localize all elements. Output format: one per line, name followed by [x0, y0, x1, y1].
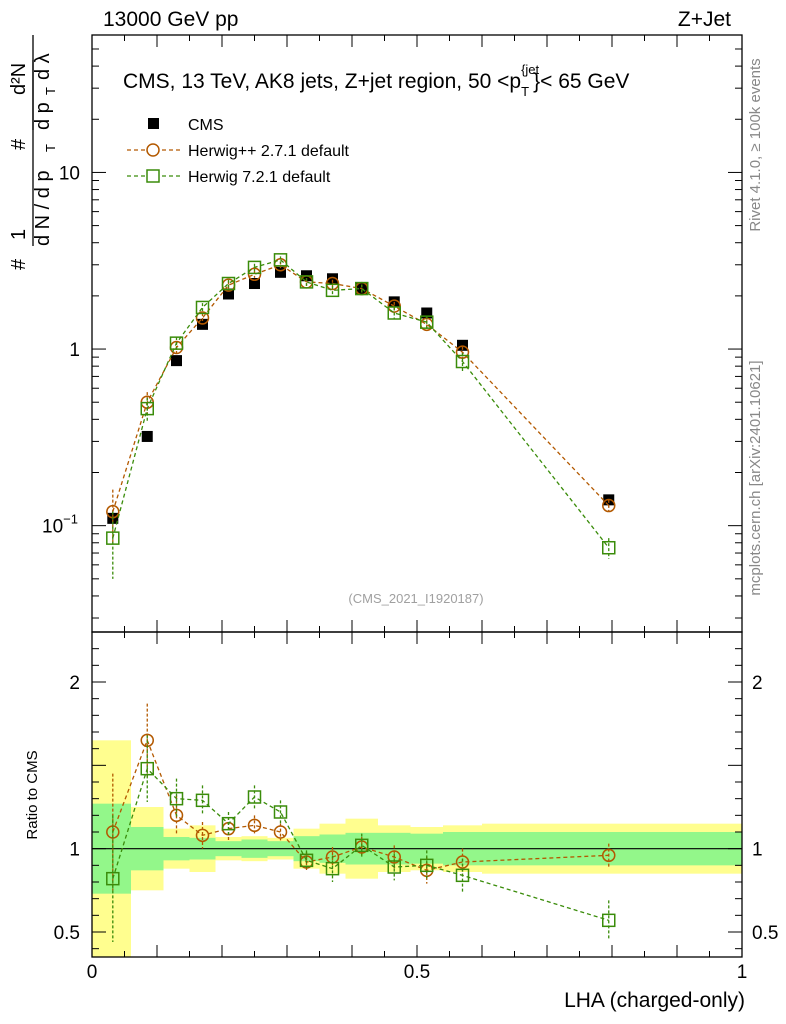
cms-point-5 — [249, 278, 260, 290]
herwig7-ratio-point-9 — [355, 838, 369, 853]
herwig7-ratio-point-11 — [420, 858, 434, 873]
y-tick-label-1: 1 — [69, 340, 80, 361]
herwigpp-point-8 — [325, 276, 340, 291]
legend-herwigpp-label: Herwig++ 2.7.1 default — [188, 143, 350, 160]
analysis-id-label: (CMS_2021_I1920187) — [348, 591, 483, 606]
herwigpp-ratio-point-3 — [195, 828, 210, 843]
y-tick-label-2: 10 — [59, 163, 80, 184]
y-tick-label-0: 10−1 — [42, 512, 78, 538]
ratio-tick-label-right-1: 1 — [752, 840, 763, 861]
ratio-y-axis-label: Ratio to CMS — [24, 750, 41, 839]
x-axis-label: LHA (charged-only) — [564, 989, 745, 1012]
main-y-axis-label: # 1 d N / d p T # d²N d p T d λ — [8, 35, 58, 270]
herwig7-ratio-point-10 — [387, 860, 401, 874]
ylabel-hash-1: # — [8, 258, 30, 270]
cms-point-1 — [141, 430, 153, 442]
herwig7-point-1 — [140, 401, 154, 416]
ylabel-one: 1 — [8, 229, 30, 240]
herwig7-ratio-point-5 — [247, 790, 262, 804]
legend-cms-marker — [148, 118, 159, 129]
herwig7-ratio-point-13 — [602, 913, 616, 928]
herwig7-point-10 — [387, 306, 401, 320]
process-label: Z+Jet — [678, 8, 731, 31]
herwig7-ratio-point-1 — [140, 761, 154, 776]
mcplots-label: mcplots.cern.ch [arXiv:2401.10621] — [747, 360, 764, 595]
herwig7-point-8 — [325, 283, 340, 298]
herwigpp-point-3 — [195, 311, 210, 325]
herwigpp-ratio-point-10 — [387, 850, 401, 864]
herwig7-ratio-point-3 — [195, 793, 210, 808]
herwigpp-point-10 — [387, 299, 401, 313]
cms-point-6 — [275, 266, 286, 278]
cms-point-2 — [171, 355, 182, 367]
herwigpp-ratio-point-5 — [247, 818, 262, 833]
cms-point-4 — [223, 288, 234, 300]
x-tick-label-2: 1 — [737, 962, 748, 983]
plot-title: CMS, 13 TeV, AK8 jets, Z+jet region, 50 … — [123, 62, 629, 99]
herwig7-point-3 — [195, 300, 210, 315]
herwig7-ratio-point-7 — [299, 853, 314, 868]
ratio-tick-label-right-2: 2 — [752, 673, 763, 694]
ylabel-T-sub-1: T — [43, 144, 58, 152]
x-tick-label-1: 0.5 — [404, 962, 430, 983]
rivet-version-label: Rivet 4.1.0, ≥ 100k events — [747, 58, 764, 231]
herwig7-point-0 — [106, 531, 120, 545]
ylabel-dpT: d p — [32, 102, 54, 130]
herwig7-ratio-point-0 — [106, 871, 120, 886]
ylabel-dN-dp: d N / d p — [32, 170, 54, 246]
herwig7-point-6 — [273, 253, 288, 267]
herwig7-ratio-point-8 — [325, 861, 340, 876]
legend-herwig7-label: Herwig 7.2.1 default — [188, 169, 331, 186]
legend-herwigpp-marker — [146, 143, 160, 157]
ratio-tick-label-left-1: 1 — [69, 840, 80, 861]
ratio-tick-label-left-0: 0.5 — [54, 923, 80, 944]
ylabel-hash-2: # — [8, 138, 30, 150]
cms-point-8 — [327, 273, 338, 285]
ratio-tick-label-left-2: 2 — [69, 673, 80, 694]
herwigpp-ratio-point-12 — [455, 855, 470, 869]
ratio-tick-label-right-0: 0.5 — [752, 923, 778, 944]
herwigpp-point-13 — [602, 498, 616, 513]
herwigpp-line — [112, 264, 610, 512]
energy-label: 13000 GeV pp — [103, 8, 238, 31]
legend-herwig7-marker — [146, 169, 160, 183]
herwig7-line — [112, 259, 610, 549]
herwig7-point-13 — [602, 540, 616, 555]
ratio-frame — [91, 631, 743, 958]
herwig7-point-2 — [169, 336, 184, 350]
legend: CMS Herwig++ 2.7.1 default Herwig 7.2.1 … — [127, 117, 350, 186]
x-tick-label-0: 0 — [87, 962, 98, 983]
herwig7-ratio-point-6 — [273, 805, 288, 819]
herwig7-point-11 — [420, 315, 434, 329]
cms-point-11 — [421, 307, 433, 319]
herwig7-ratio-point-2 — [169, 791, 184, 806]
legend-cms-label: CMS — [188, 117, 224, 134]
herwig7-point-9 — [355, 281, 369, 296]
cms-point-12 — [457, 339, 468, 351]
herwig7-ratio-point-4 — [221, 816, 236, 831]
herwig7-point-4 — [221, 276, 236, 291]
herwigpp-ratio-point-6 — [273, 825, 288, 839]
herwig7-point-7 — [299, 275, 314, 289]
herwig7-point-12 — [455, 354, 470, 369]
ylabel-d2N: d²N — [8, 63, 30, 95]
ylabel-T-sub-2: T — [43, 87, 58, 95]
herwig7-ratio-point-12 — [455, 868, 470, 883]
herwigpp-point-5 — [247, 267, 262, 282]
herwig7-point-5 — [247, 260, 262, 275]
ylabel-dlambda: d λ — [32, 53, 54, 80]
herwigpp-ratio-point-13 — [602, 848, 616, 863]
